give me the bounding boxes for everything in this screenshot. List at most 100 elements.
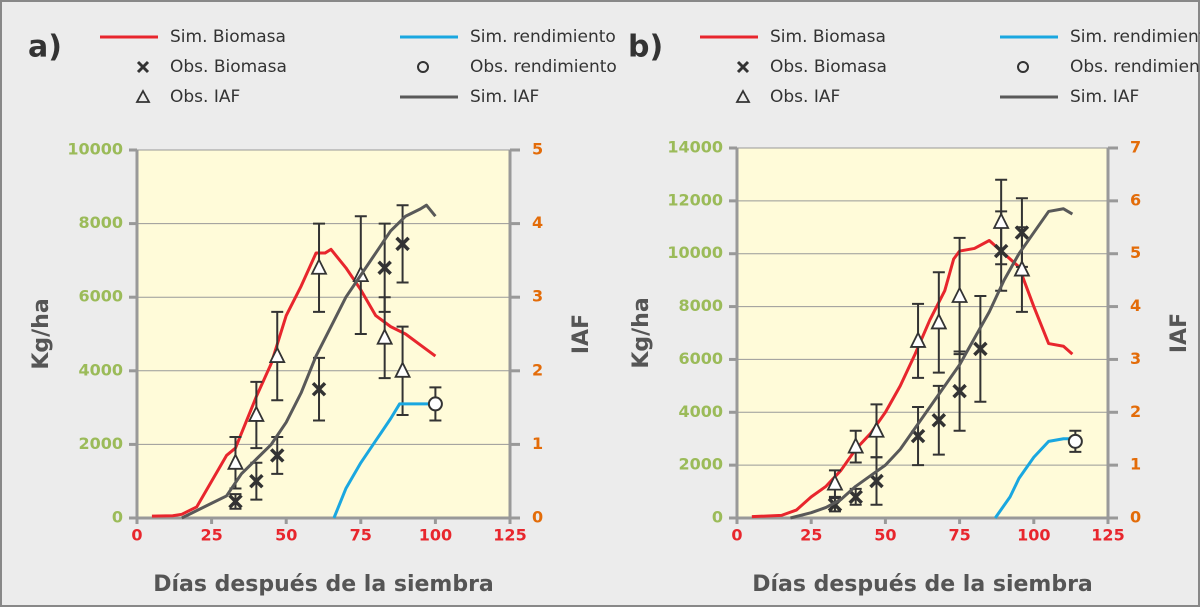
x-tick-label: 125 [493,526,526,545]
y2-tick-label: 3 [532,287,543,306]
data-point [973,341,988,357]
x-axis-title: Días después de la siembra [153,572,494,597]
legend-symbol [735,89,751,103]
series-line [332,402,436,519]
data-point [1067,433,1083,449]
x-tick-label: 100 [419,526,452,545]
y-tick-label: 14000 [667,138,723,157]
legend-symbol [417,61,429,73]
y-tick-label: 6000 [678,349,723,368]
x-tick-label: 50 [874,526,896,545]
x-tick-label: 25 [200,526,222,545]
x-axis-title: Días después de la siembra [752,572,1093,597]
data-point [992,211,1010,229]
x-tick-label: 125 [1091,526,1124,545]
legend-label: Sim. rendimiento [470,27,616,47]
legend-symbol [136,60,150,74]
series-line [181,203,437,520]
y2-tick-label: 2 [532,360,543,379]
data-point [427,396,443,412]
y-axis-title: Kg/ha [629,297,654,368]
y2-tick-label: 5 [1130,243,1141,262]
y-axis-title: Kg/ha [29,298,54,369]
y-tick-label: 4000 [78,360,123,379]
data-point [395,236,410,252]
y-tick-label: 8000 [78,213,123,232]
legend-label: Sim. IAF [1070,87,1139,107]
data-point [377,260,392,275]
x-tick-label: 50 [275,526,297,545]
data-point [930,312,948,330]
data-point [228,494,243,509]
series-line [993,437,1073,519]
panel-label: b) [628,30,663,65]
data-point [909,330,927,348]
y2-tick-label: 1 [1130,455,1141,474]
y-tick-label: 6000 [78,287,123,306]
legend-label: Obs. rendimiento [470,57,617,77]
y-tick-label: 12000 [667,190,723,209]
data-point [270,448,285,463]
y-tick-label: 10000 [67,140,123,159]
data-point [268,346,286,363]
legend-symbol [736,60,750,74]
y2-tick-label: 0 [532,508,543,527]
y-tick-label: 4000 [678,402,723,421]
data-point [310,257,328,275]
legend-label: Obs. Biomasa [770,57,887,77]
legend-label: Sim. Biomasa [770,27,886,47]
data-point [227,452,244,470]
data-point [951,285,969,303]
plot-area [137,150,510,518]
data-point [376,327,394,345]
legend-symbol [135,89,151,103]
y-tick-label: 10000 [667,243,723,262]
data-point [1013,259,1031,277]
legend-label: Sim. Biomasa [170,27,286,47]
y-tick-label: 0 [112,508,123,527]
legend-symbol [1017,61,1029,73]
data-point [249,473,264,489]
series-line [751,239,1074,519]
y2-tick-label: 3 [1130,349,1141,368]
legend-label: Obs. Biomasa [170,57,287,77]
plot-area [737,148,1108,518]
y-tick-label: 2000 [78,434,123,453]
y2-tick-label: 1 [532,434,543,453]
data-point [394,360,412,378]
x-tick-label: 0 [131,526,142,545]
legend-label: Sim. rendimiento [1070,27,1200,47]
legend-label: Obs. IAF [770,87,840,107]
data-point [869,473,884,489]
y-tick-label: 0 [712,508,723,527]
y2-tick-label: 4 [532,213,543,232]
x-tick-label: 100 [1017,526,1050,545]
legend-label: Sim. IAF [470,87,539,107]
y2-tick-label: 4 [1130,296,1141,315]
y2-tick-label: 2 [1130,402,1141,421]
data-point [848,489,863,505]
data-point [931,412,947,428]
y2-axis-title: IAF [569,314,594,354]
x-tick-label: 75 [350,526,372,545]
y2-tick-label: 5 [532,140,543,159]
x-tick-label: 75 [948,526,970,545]
y2-tick-label: 7 [1130,138,1141,157]
data-point [847,436,865,454]
legend-label: Obs. rendimiento [1070,57,1200,77]
data-point [247,404,265,422]
data-point [868,420,885,438]
y2-axis-title: IAF [1167,313,1192,353]
x-tick-label: 0 [731,526,742,545]
data-point [311,381,327,397]
panel-label: a) [28,30,62,65]
y2-tick-label: 0 [1130,508,1141,527]
y-tick-label: 2000 [678,455,723,474]
series-line [790,207,1074,520]
series-line [151,247,437,518]
y-tick-label: 8000 [678,296,723,315]
data-point [826,473,844,491]
data-point [952,383,967,399]
legend-label: Obs. IAF [170,87,240,107]
